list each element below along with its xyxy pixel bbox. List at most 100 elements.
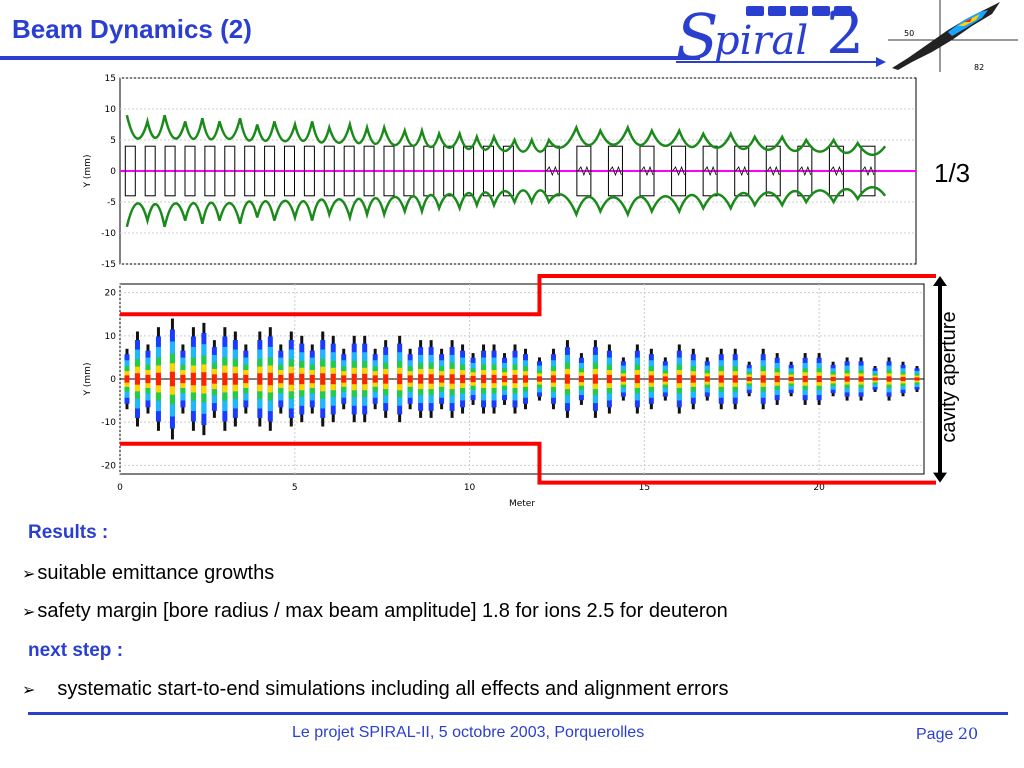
results-heading: Results : (28, 522, 109, 543)
bunch-core (278, 374, 284, 384)
bunch-core (418, 374, 424, 384)
page-number: 20 (957, 724, 979, 743)
y-tick-label: 10 (105, 105, 117, 115)
y-axis-label: Y (mm) (83, 155, 93, 189)
bunch-core (155, 372, 161, 386)
bunch-core (662, 376, 668, 382)
cavity-element (640, 165, 654, 177)
lattice-element (164, 145, 176, 197)
lattice-element (383, 145, 395, 197)
aperture-lower-line (120, 441, 936, 485)
bunch-core (550, 375, 556, 383)
bunch-core (439, 375, 445, 383)
envelope-chart: 15 10 5 0 -5 -10 -15 Y (mm) (83, 74, 917, 270)
bunch-core (502, 375, 508, 383)
logo-word: piral (714, 18, 809, 64)
cavity-element (672, 165, 685, 177)
lattice-element (283, 145, 295, 197)
bunch-core (362, 373, 368, 385)
y-tick-label: -5 (107, 198, 116, 208)
x-tick-label: 10 (464, 483, 476, 493)
bunch-core (397, 373, 403, 385)
cavity-element (577, 165, 591, 177)
next-step-heading: next step : (28, 640, 124, 661)
bullet-item: ➢ systematic start-to-end simulations inc… (22, 678, 728, 701)
bunch-core (606, 374, 612, 384)
title-underline (0, 56, 700, 60)
phase-space-thumbnail: 50 82 (888, 0, 1018, 72)
y-axis-label: Y (mm) (83, 363, 93, 397)
lattice-element (671, 145, 687, 197)
lattice-element (639, 145, 655, 197)
bunch-core (211, 374, 217, 384)
bunch-core (536, 376, 542, 382)
lattice-element (576, 145, 592, 197)
bunch-core (145, 374, 151, 384)
page-indicator: Page 20 (916, 724, 978, 744)
y-tick-label: 20 (105, 289, 117, 299)
bunch-core (512, 374, 518, 384)
envelope-upper-line (125, 114, 887, 156)
bunch-core (690, 375, 696, 383)
y-tick-label: 0 (110, 375, 116, 385)
bunch-core (760, 375, 766, 383)
y-tick-label: -10 (101, 418, 116, 428)
x-tick-label: 0 (117, 483, 123, 493)
bunch-core (844, 376, 850, 382)
bunch-core (257, 373, 263, 385)
cavity-element (735, 165, 749, 177)
bunch-core (676, 374, 682, 384)
bunch-core (592, 374, 598, 384)
bunch-core (481, 374, 487, 384)
aperture-upper-line (120, 274, 936, 317)
y-tick-label: 10 (105, 332, 117, 342)
bunch-core (351, 373, 357, 385)
lattice-element (702, 145, 718, 197)
arrow-down-icon (933, 472, 947, 483)
lattice-element (403, 145, 415, 197)
lattice-element (544, 145, 560, 197)
cavity-element (545, 165, 559, 177)
bunch-core (460, 374, 466, 384)
bunch-core (522, 375, 528, 383)
cavity-element (766, 165, 780, 177)
bunch-core (124, 375, 130, 383)
bunch-core (774, 375, 780, 383)
lattice-element (224, 145, 236, 197)
footer-text: Le projet SPIRAL-II, 5 octobre 2003, Por… (292, 724, 645, 741)
bunch-core (309, 374, 315, 384)
cavity-element (609, 165, 622, 177)
bunch-core (341, 375, 347, 383)
lattice-element (244, 145, 256, 197)
x-axis-label: Meter (509, 499, 535, 509)
cavity-aperture-label: cavity aperture (938, 311, 960, 443)
lattice-element (184, 145, 196, 197)
lattice-element (607, 145, 623, 197)
lattice-element (463, 145, 475, 197)
ratio-label: 1/3 (934, 158, 971, 188)
bunch-core (802, 375, 808, 383)
cavity-element (830, 165, 843, 177)
bunch-core (372, 375, 378, 383)
bullet-text: safety margin [bore radius / max beam am… (37, 600, 728, 622)
bunch-core (704, 376, 710, 382)
bunch-core (470, 375, 476, 383)
bunch-core (407, 375, 413, 383)
bullet-arrow-icon: ➢ (22, 682, 36, 699)
y-tick-label: -20 (101, 461, 116, 471)
bunch-core (330, 373, 336, 385)
footer-rule (28, 712, 1008, 715)
bunch-core (620, 376, 626, 382)
spiral2-logo: S piral 2 (676, 0, 886, 73)
bunch-core (872, 377, 878, 381)
y-tick-label: 0 (110, 167, 116, 177)
lattice-element (363, 145, 375, 197)
bunch-core (222, 372, 228, 386)
bunch-core (914, 377, 920, 381)
lattice-element (204, 145, 216, 197)
bunch-core (190, 372, 196, 386)
lattice-element (124, 145, 136, 197)
bunch-core (180, 374, 186, 384)
bunch-core (886, 376, 892, 382)
bunch-core (320, 373, 326, 385)
